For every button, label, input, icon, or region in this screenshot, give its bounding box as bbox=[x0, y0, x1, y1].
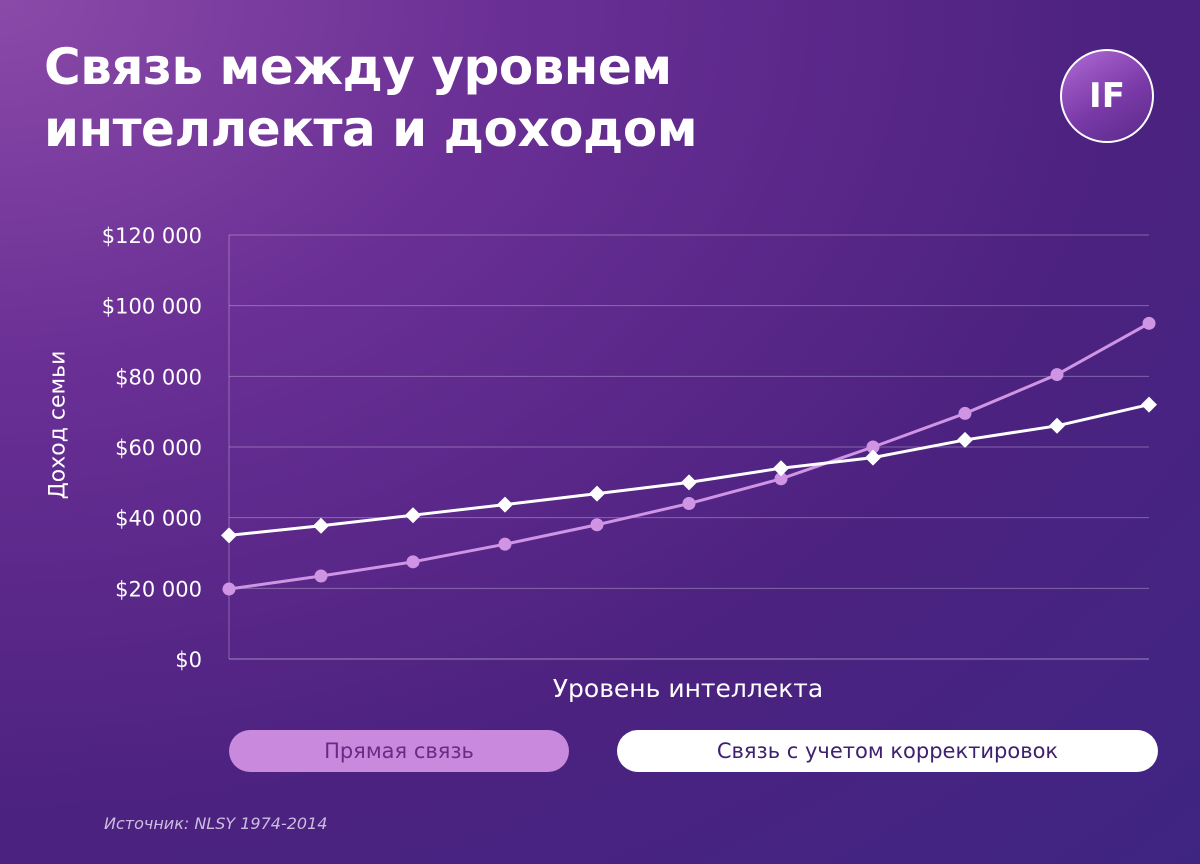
y-axis-label: Доход семьи bbox=[45, 350, 71, 500]
series-2-point bbox=[957, 431, 973, 448]
page-title: Связь между уровнем интеллекта и доходом bbox=[44, 36, 698, 160]
y-tick-label: $40 000 bbox=[115, 507, 202, 531]
title-line-1: Связь между уровнем bbox=[44, 38, 672, 96]
legend-direct-relationship[interactable]: Прямая связь bbox=[229, 730, 569, 772]
legend-adjusted-relationship[interactable]: Связь с учетом корректировок bbox=[617, 730, 1158, 772]
if-logo: IF bbox=[1060, 49, 1154, 143]
series-2-point bbox=[589, 485, 605, 502]
series-line-2 bbox=[228, 403, 1150, 537]
series-2-point bbox=[865, 449, 881, 466]
series-2-point bbox=[497, 496, 513, 513]
series-1-point bbox=[774, 472, 788, 486]
series-lines bbox=[221, 316, 1157, 596]
series-1-point bbox=[1142, 316, 1156, 330]
series-1-point bbox=[866, 440, 880, 454]
series-2-point bbox=[773, 460, 789, 477]
series-1-point bbox=[314, 569, 328, 583]
y-tick-label: $60 000 bbox=[115, 436, 202, 460]
title-line-2: интеллекта и доходом bbox=[44, 100, 698, 158]
series-2-point bbox=[1049, 417, 1065, 434]
y-tick-label: $20 000 bbox=[115, 577, 202, 601]
series-1-point bbox=[682, 497, 696, 511]
series-2-point bbox=[221, 527, 237, 544]
y-tick-label: $0 bbox=[175, 648, 202, 672]
series-line-1 bbox=[228, 322, 1150, 591]
series-1-point bbox=[958, 406, 972, 420]
series-2-point bbox=[313, 517, 329, 534]
series-1-point bbox=[590, 518, 604, 532]
series-1-point bbox=[498, 537, 512, 551]
series-1-point bbox=[406, 555, 420, 569]
series-2-point bbox=[405, 507, 421, 524]
series-2-point bbox=[681, 474, 697, 491]
y-tick-label: $100 000 bbox=[102, 295, 202, 319]
y-tick-label: $120 000 bbox=[102, 224, 202, 248]
grid-lines bbox=[228, 234, 1149, 660]
series-1-point bbox=[222, 582, 236, 596]
y-tick-label: $80 000 bbox=[115, 365, 202, 389]
y-tick-labels: $0 $20 000 $40 000 $60 000 $80 000 $100 000 $1… bbox=[102, 224, 202, 672]
series-1-point bbox=[1050, 368, 1064, 382]
series-2-point bbox=[1141, 396, 1157, 413]
source-note: Источник: NLSY 1974-2014 bbox=[104, 814, 328, 833]
x-axis-label: Уровень интеллекта bbox=[552, 674, 824, 703]
